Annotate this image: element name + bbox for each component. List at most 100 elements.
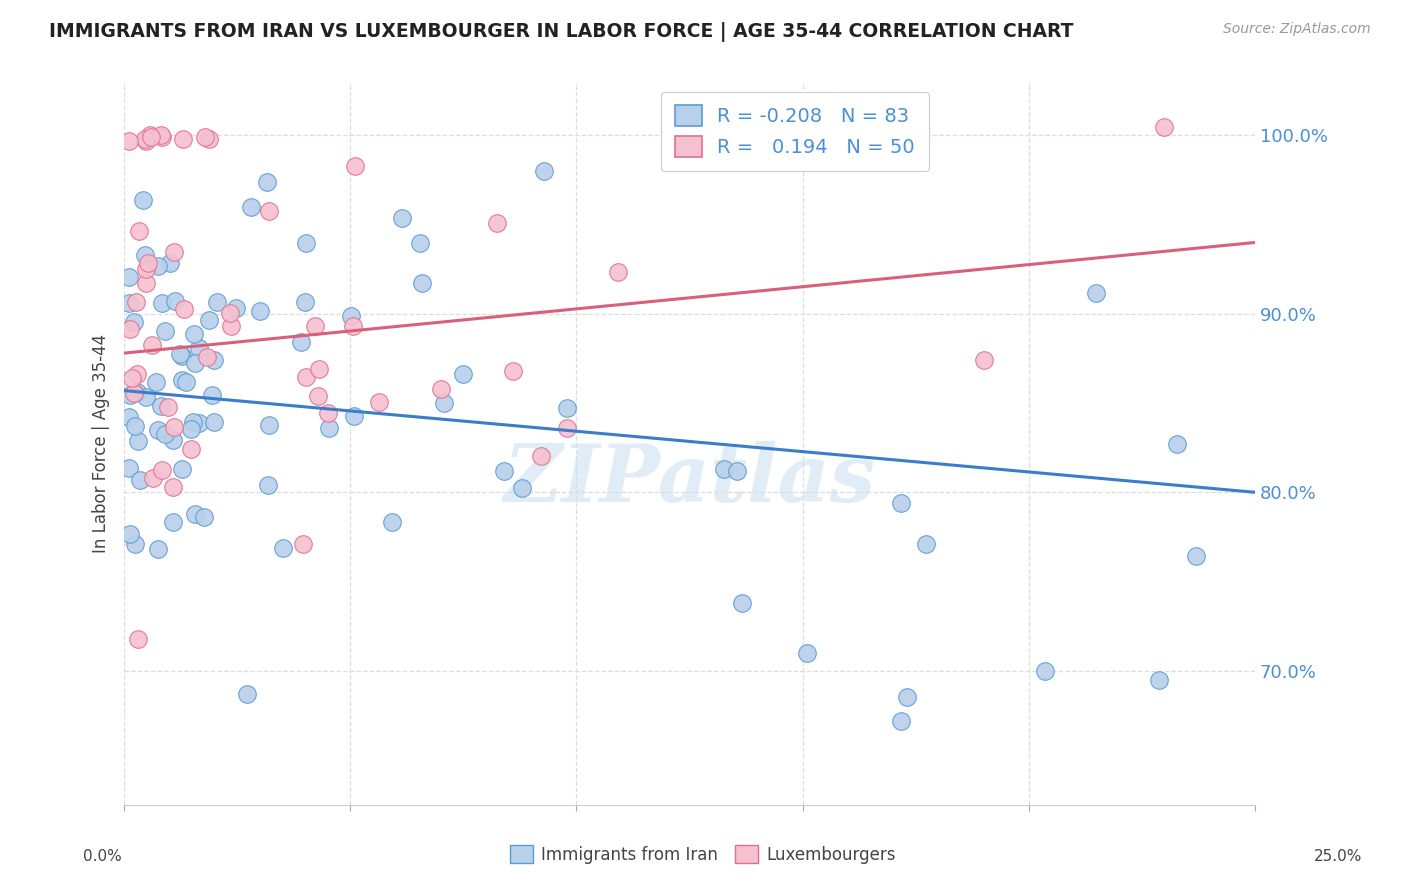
Point xyxy=(510,481,533,495)
Point xyxy=(915,537,938,551)
Point xyxy=(150,130,173,145)
Point xyxy=(172,132,194,146)
Point xyxy=(198,313,221,327)
Point xyxy=(120,526,142,541)
Legend: Immigrants from Iran, Luxembourgers: Immigrants from Iran, Luxembourgers xyxy=(503,838,903,871)
Point xyxy=(533,163,555,178)
Point xyxy=(193,510,215,524)
Point xyxy=(149,128,172,143)
Point xyxy=(145,376,167,390)
Point xyxy=(430,383,453,397)
Point xyxy=(530,450,553,464)
Point xyxy=(181,415,204,429)
Point xyxy=(183,326,205,341)
Point xyxy=(340,309,363,323)
Point xyxy=(134,132,156,146)
Text: 25.0%: 25.0% xyxy=(1315,849,1362,864)
Point xyxy=(1147,673,1170,687)
Point xyxy=(240,200,263,214)
Point xyxy=(257,478,280,492)
Point xyxy=(205,295,228,310)
Point xyxy=(257,417,280,432)
Point xyxy=(118,296,141,310)
Point xyxy=(169,347,191,361)
Point xyxy=(139,128,162,143)
Point xyxy=(1185,549,1208,563)
Point xyxy=(890,714,912,728)
Point xyxy=(134,248,156,262)
Point xyxy=(731,597,754,611)
Point xyxy=(142,471,165,485)
Point xyxy=(1166,437,1188,451)
Point xyxy=(256,175,278,189)
Point xyxy=(127,367,149,381)
Point xyxy=(198,132,221,146)
Point xyxy=(150,295,173,310)
Point xyxy=(294,369,316,384)
Point xyxy=(173,302,195,317)
Point xyxy=(118,388,141,402)
Point xyxy=(344,159,367,173)
Point xyxy=(162,515,184,529)
Point xyxy=(149,399,172,413)
Point xyxy=(159,256,181,270)
Point xyxy=(141,130,163,145)
Point xyxy=(433,395,456,409)
Point xyxy=(163,419,186,434)
Point xyxy=(135,276,157,290)
Point xyxy=(235,687,257,701)
Point xyxy=(124,386,146,401)
Point xyxy=(165,294,187,309)
Point xyxy=(157,400,180,414)
Point xyxy=(249,303,271,318)
Point xyxy=(221,318,243,333)
Point xyxy=(188,341,211,355)
Point xyxy=(124,419,146,434)
Point xyxy=(202,415,225,429)
Point xyxy=(890,496,912,510)
Point xyxy=(1085,286,1108,301)
Point xyxy=(555,401,578,415)
Point xyxy=(136,256,159,270)
Point xyxy=(290,334,312,349)
Point xyxy=(725,464,748,478)
Text: ZIPatlas: ZIPatlas xyxy=(503,441,876,518)
Point xyxy=(118,461,141,475)
Point xyxy=(502,364,524,378)
Point xyxy=(202,353,225,368)
Text: Source: ZipAtlas.com: Source: ZipAtlas.com xyxy=(1223,22,1371,37)
Point xyxy=(1033,664,1056,678)
Point xyxy=(184,507,207,521)
Point xyxy=(153,324,176,338)
Point xyxy=(125,385,148,400)
Point xyxy=(271,541,294,555)
Point xyxy=(127,632,149,646)
Point xyxy=(135,390,157,404)
Point xyxy=(150,463,173,477)
Point xyxy=(124,537,146,551)
Point xyxy=(170,461,193,475)
Point xyxy=(132,193,155,207)
Point xyxy=(118,410,141,425)
Point xyxy=(195,350,218,364)
Point xyxy=(122,386,145,401)
Point xyxy=(128,224,150,238)
Point xyxy=(194,130,217,145)
Point xyxy=(411,276,433,290)
Point xyxy=(294,236,316,251)
Point xyxy=(170,349,193,363)
Point xyxy=(342,409,364,423)
Point xyxy=(163,244,186,259)
Point xyxy=(118,134,141,148)
Point xyxy=(188,416,211,430)
Point xyxy=(118,270,141,285)
Point xyxy=(896,690,918,705)
Point xyxy=(1153,120,1175,134)
Point xyxy=(381,515,404,529)
Point xyxy=(174,375,197,389)
Point xyxy=(294,294,316,309)
Point xyxy=(318,421,340,435)
Point xyxy=(316,406,339,420)
Point xyxy=(555,421,578,435)
Point xyxy=(367,394,389,409)
